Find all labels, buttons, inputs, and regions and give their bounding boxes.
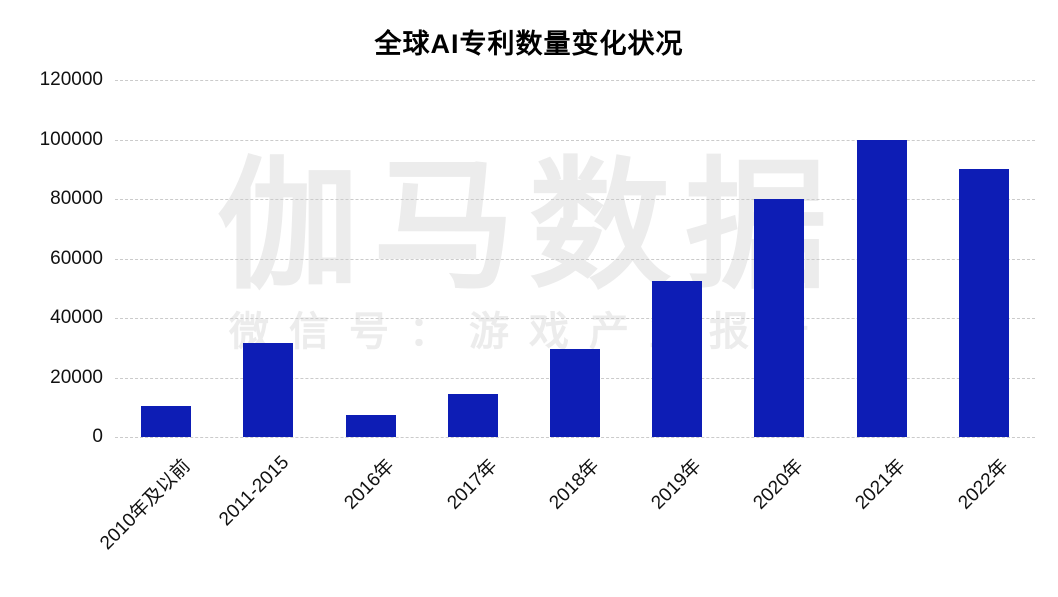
x-axis-tick-label: 2010年及以前 xyxy=(96,455,195,555)
bar-slot xyxy=(217,80,319,437)
x-axis-tick-label: 2011-2015 xyxy=(215,452,294,531)
bar-slot xyxy=(728,80,830,437)
bar-slot xyxy=(626,80,728,437)
gridline xyxy=(115,258,1035,260)
gridline xyxy=(115,437,1035,438)
bar-slot xyxy=(422,80,524,437)
y-axis-tick-label: 60000 xyxy=(50,247,103,269)
y-axis-tick-label: 120000 xyxy=(39,69,103,90)
bar-2010年及以前 xyxy=(141,405,192,437)
gridline xyxy=(115,318,1035,319)
bar-series xyxy=(115,80,1035,437)
gridline xyxy=(115,139,1035,141)
x-axis-tick-label: 2019年 xyxy=(647,455,706,514)
y-axis-tick-label: 20000 xyxy=(50,366,103,388)
x-axis-tick-label: 2016年 xyxy=(340,455,399,514)
bar-2017年 xyxy=(447,393,498,437)
bar-2022年 xyxy=(958,169,1009,437)
bar-2016年 xyxy=(345,414,396,437)
x-axis-tick-label: 2018年 xyxy=(545,455,604,514)
bar-2021年 xyxy=(856,139,907,437)
bar-2011-2015 xyxy=(243,343,294,437)
plot-area xyxy=(115,80,1035,438)
y-axis-tick-label: 80000 xyxy=(50,188,103,209)
bar-slot xyxy=(319,80,421,437)
x-axis-tick-label: 2020年 xyxy=(749,455,808,514)
x-axis-tick-label: 2021年 xyxy=(851,455,911,514)
bar-slot xyxy=(831,80,933,437)
chart-title: 全球AI专利数量变化状况 xyxy=(374,29,684,59)
x-axis-tick-label: 2017年 xyxy=(442,455,502,514)
gridline xyxy=(115,199,1035,200)
bar-2019年 xyxy=(652,280,703,437)
bar-2020年 xyxy=(754,199,805,437)
bar-2018年 xyxy=(549,349,600,437)
bar-slot xyxy=(115,80,217,437)
y-axis-tick-label: 100000 xyxy=(39,128,103,150)
y-axis: 0 20000 40000 60000 80000 100000 120000 xyxy=(8,69,103,447)
x-axis-tick-label: 2022年 xyxy=(954,455,1013,514)
bar-slot xyxy=(933,80,1035,437)
y-axis-tick-label: 0 xyxy=(92,426,103,447)
bar-slot xyxy=(524,80,626,437)
y-axis-tick-label: 40000 xyxy=(50,307,103,328)
gridline xyxy=(115,80,1035,81)
